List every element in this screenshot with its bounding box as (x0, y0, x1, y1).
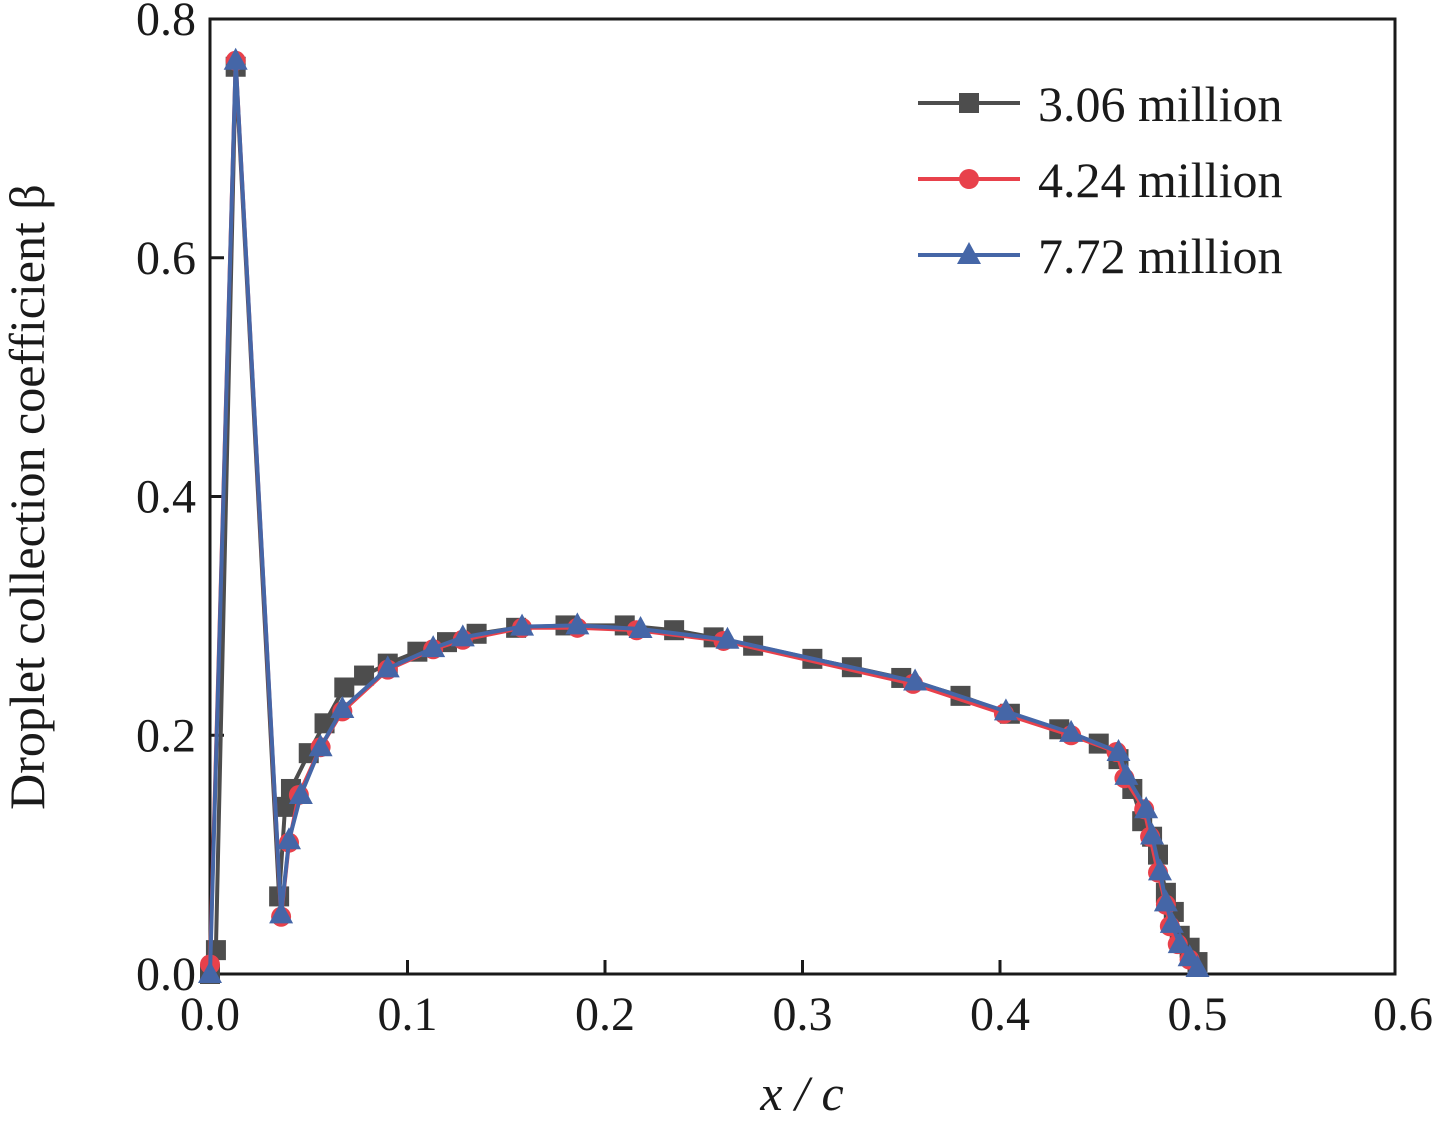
data-point (421, 635, 446, 658)
data-point (450, 624, 475, 647)
data-point (1167, 931, 1192, 954)
data-point (308, 734, 333, 757)
legend-marker (959, 169, 979, 189)
y-tick-label: 0.4 (136, 471, 196, 524)
legend-label: 7.72 million (1038, 228, 1282, 284)
legend-item: 7.72 million (918, 228, 1282, 284)
x-tick-label: 0.2 (575, 988, 635, 1041)
data-point (1153, 889, 1178, 912)
data-point (354, 665, 375, 686)
legend-marker (957, 242, 981, 264)
data-point (269, 901, 294, 924)
legend-label: 3.06 million (1038, 76, 1282, 132)
data-point (1059, 719, 1084, 742)
legend-item: 4.24 million (918, 152, 1282, 208)
x-tick-label: 0.5 (1168, 988, 1228, 1041)
legend: 3.06 million 4.24 million 7.72 million (918, 76, 1282, 284)
series-layer (198, 47, 1210, 984)
data-point (510, 613, 535, 636)
data-point (903, 668, 928, 691)
data-point (1147, 858, 1172, 881)
y-tick-label: 0.6 (136, 232, 196, 285)
x-tick-label: 0.4 (970, 988, 1030, 1041)
y-axis-label: Droplet collection coefficient β (0, 184, 55, 810)
data-point (1159, 910, 1184, 933)
y-tick-label: 0.0 (136, 948, 196, 1001)
data-point (628, 616, 653, 639)
data-point (715, 626, 740, 649)
data-point (1114, 762, 1139, 785)
legend-label: 4.24 million (1038, 152, 1282, 208)
data-point (375, 655, 400, 678)
legend-marker (959, 93, 979, 113)
data-point (277, 827, 301, 850)
x-axis: 0.0 0.1 0.2 0.3 0.4 0.5 0.6 (180, 960, 1433, 1041)
data-point (1140, 822, 1165, 845)
data-point (1185, 955, 1210, 978)
x-tick-label: 0.6 (1373, 988, 1433, 1041)
data-point (1106, 738, 1131, 761)
data-point (334, 677, 355, 698)
x-tick-label: 0.3 (773, 988, 833, 1041)
y-tick-label: 0.2 (136, 709, 196, 762)
data-point (1134, 796, 1159, 819)
series-3 (198, 47, 1210, 983)
data-point (565, 612, 590, 635)
data-point (330, 695, 355, 718)
x-tick-label: 0.1 (378, 988, 438, 1041)
y-axis: 0.0 0.2 0.4 0.6 0.8 (136, 0, 224, 1001)
x-axis-label: x / c (759, 1065, 843, 1117)
data-point (198, 961, 222, 983)
legend-item: 3.06 million (918, 76, 1282, 132)
data-point (993, 698, 1018, 721)
data-point (288, 781, 313, 804)
y-tick-label: 0.8 (136, 0, 196, 46)
data-point (223, 47, 248, 70)
x-tick-label: 0.0 (180, 988, 240, 1041)
